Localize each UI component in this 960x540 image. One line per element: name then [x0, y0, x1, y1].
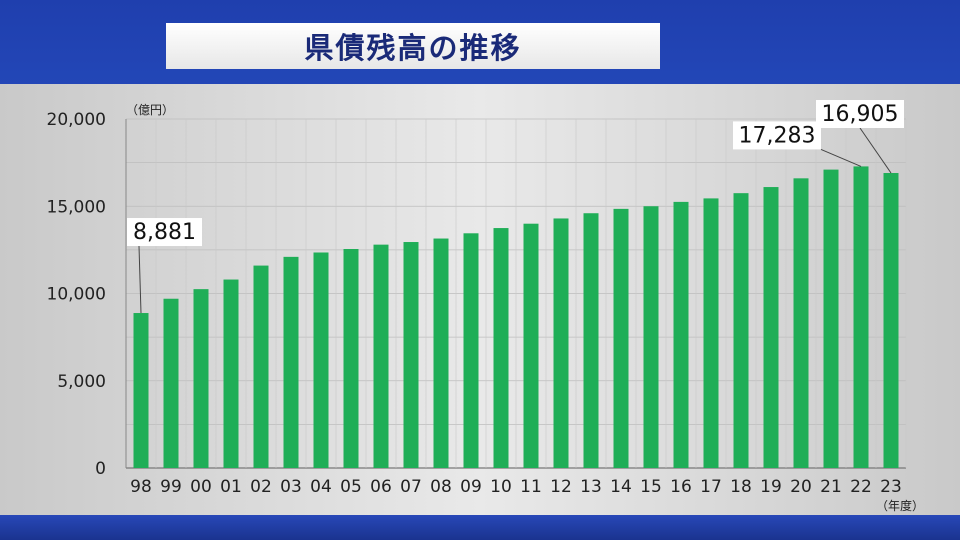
data-label: 8,881 — [133, 220, 196, 245]
bar — [163, 298, 179, 468]
bar — [883, 173, 899, 468]
x-tick-label: 12 — [550, 477, 572, 497]
chart-title: 県債残高の推移 — [304, 31, 522, 65]
bar — [493, 228, 509, 468]
x-tick-label: 99 — [160, 477, 182, 497]
bar — [313, 252, 329, 468]
bar — [643, 206, 659, 468]
x-tick-label: 14 — [610, 477, 632, 497]
leader-line — [820, 148, 862, 167]
bar — [823, 169, 839, 469]
bottom-stripe — [0, 515, 960, 540]
x-tick-label: 00 — [190, 477, 212, 497]
y-axis-unit: （億円） — [126, 103, 174, 117]
bar — [343, 249, 359, 468]
bar — [283, 256, 299, 468]
y-tick-label: 20,000 — [47, 110, 106, 130]
bar — [703, 198, 719, 468]
data-label: 17,283 — [739, 123, 816, 148]
bars — [133, 166, 899, 469]
x-tick-label: 98 — [130, 477, 152, 497]
data-label: 16,905 — [822, 102, 899, 127]
x-tick-label: 13 — [580, 477, 602, 497]
x-tick-label: 03 — [280, 477, 302, 497]
bar — [433, 238, 449, 468]
x-tick-label: 10 — [490, 477, 512, 497]
y-tick-label: 10,000 — [47, 285, 106, 305]
data-label-bg — [733, 121, 821, 150]
bar — [253, 265, 269, 468]
bar — [763, 187, 779, 468]
x-tick-label: 11 — [520, 477, 542, 497]
bar — [733, 193, 749, 468]
x-tick-label: 22 — [850, 477, 872, 497]
x-tick-label: 04 — [310, 477, 332, 497]
y-tick-label: 5,000 — [57, 372, 106, 392]
x-tick-label: 23 — [880, 477, 902, 497]
bar — [793, 178, 809, 468]
bar — [523, 223, 539, 468]
x-tick-label: 05 — [340, 477, 362, 497]
x-tick-label: 17 — [700, 477, 722, 497]
y-tick-label: 15,000 — [47, 197, 106, 217]
y-tick-label: 0 — [95, 459, 106, 479]
x-tick-label: 01 — [220, 477, 242, 497]
x-tick-label: 18 — [730, 477, 752, 497]
bar — [853, 166, 869, 468]
bar — [463, 233, 479, 468]
bar — [613, 208, 629, 468]
x-axis-unit: （年度） — [876, 498, 924, 513]
bar — [673, 201, 689, 468]
x-tick-label: 08 — [430, 477, 452, 497]
bar — [223, 279, 239, 468]
title-box: 県債残高の推移 — [166, 23, 660, 69]
bar — [583, 213, 599, 468]
bar — [133, 313, 149, 468]
x-tick-label: 02 — [250, 477, 272, 497]
x-tick-label: 06 — [370, 477, 392, 497]
grid — [125, 118, 907, 469]
data-label-bg — [816, 100, 904, 129]
x-tick-label: 16 — [670, 477, 692, 497]
data-label-bg — [127, 218, 202, 247]
leader-lines — [138, 127, 892, 314]
x-tick-label: 09 — [460, 477, 482, 497]
x-tick-label: 19 — [760, 477, 782, 497]
bar — [373, 244, 389, 468]
bar — [553, 218, 569, 468]
leader-line — [138, 246, 142, 314]
x-tick-label: 15 — [640, 477, 662, 497]
x-tick-label: 21 — [820, 477, 842, 497]
leader-line — [859, 127, 892, 174]
bar — [403, 242, 419, 468]
y-tick-labels: 0 5,000 10,000 15,000 20,000 — [47, 110, 106, 479]
bar — [193, 289, 209, 468]
x-tick-label: 20 — [790, 477, 812, 497]
x-tick-label: 07 — [400, 477, 422, 497]
x-tick-labels: 98 99 00 01 02 03 04 05 06 07 08 09 10 11 12 13 14 15 16 17… — [130, 477, 902, 497]
